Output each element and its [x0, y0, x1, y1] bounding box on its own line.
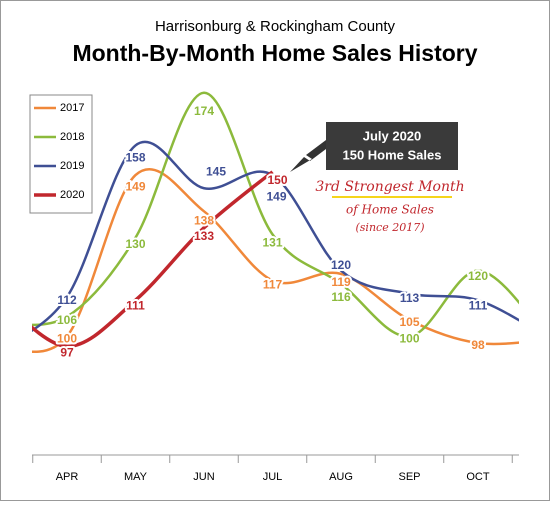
data-label: 120	[468, 269, 488, 283]
note-text: of Home Sales	[346, 203, 434, 217]
annotation-box	[326, 122, 458, 170]
x-tick-label: JUN	[193, 471, 214, 483]
chart-title: Month-By-Month Home Sales History	[72, 40, 477, 66]
data-label: 106	[57, 313, 77, 327]
legend-label: 2018	[60, 131, 84, 143]
series-line	[32, 140, 519, 332]
x-tick-label: JUL	[263, 471, 283, 483]
data-label: 100	[57, 332, 77, 346]
data-label: 120	[331, 258, 351, 272]
note-text: 3rd Strongest Month	[315, 179, 464, 195]
data-label: 119	[331, 275, 351, 289]
x-tick-label: AUG	[329, 471, 353, 483]
arrow	[290, 140, 330, 172]
annotation-text: July 2020	[363, 128, 422, 143]
data-label: 111	[469, 298, 488, 312]
x-tick-label: OCT	[466, 471, 490, 483]
legend-label: 2017	[60, 102, 84, 114]
data-label: 131	[262, 236, 282, 250]
legend-label: 2019	[60, 160, 84, 172]
data-label: 145	[206, 164, 226, 178]
x-tick-label: MAY	[124, 471, 148, 483]
data-label: 133	[194, 229, 214, 243]
data-label: 150	[267, 173, 287, 187]
data-label: 158	[125, 151, 145, 165]
data-label: 117	[263, 278, 283, 292]
plot	[32, 91, 519, 354]
data-label: 149	[125, 179, 145, 193]
data-label: 174	[194, 104, 214, 118]
series-line	[32, 91, 519, 338]
data-label: 149	[266, 189, 286, 203]
data-label: 116	[331, 290, 351, 304]
data-label: 138	[194, 213, 214, 227]
legend-label: 2020	[60, 189, 84, 201]
data-label: 97	[60, 345, 74, 359]
x-tick-label: SEP	[398, 471, 420, 483]
data-label: 130	[125, 237, 145, 251]
series-line	[32, 167, 519, 354]
chart-subtitle: Harrisonburg & Rockingham County	[155, 18, 396, 35]
x-tick-label: APR	[56, 471, 79, 483]
note-text: (since 2017)	[356, 221, 425, 234]
data-label: 98	[471, 338, 485, 352]
annotation-text: 150 Home Sales	[342, 147, 441, 162]
data-label: 111	[126, 298, 145, 312]
series-line	[32, 170, 274, 349]
data-label: 112	[57, 293, 77, 307]
data-label: 100	[399, 332, 419, 346]
data-label: 105	[399, 315, 419, 329]
data-label: 113	[400, 291, 420, 305]
